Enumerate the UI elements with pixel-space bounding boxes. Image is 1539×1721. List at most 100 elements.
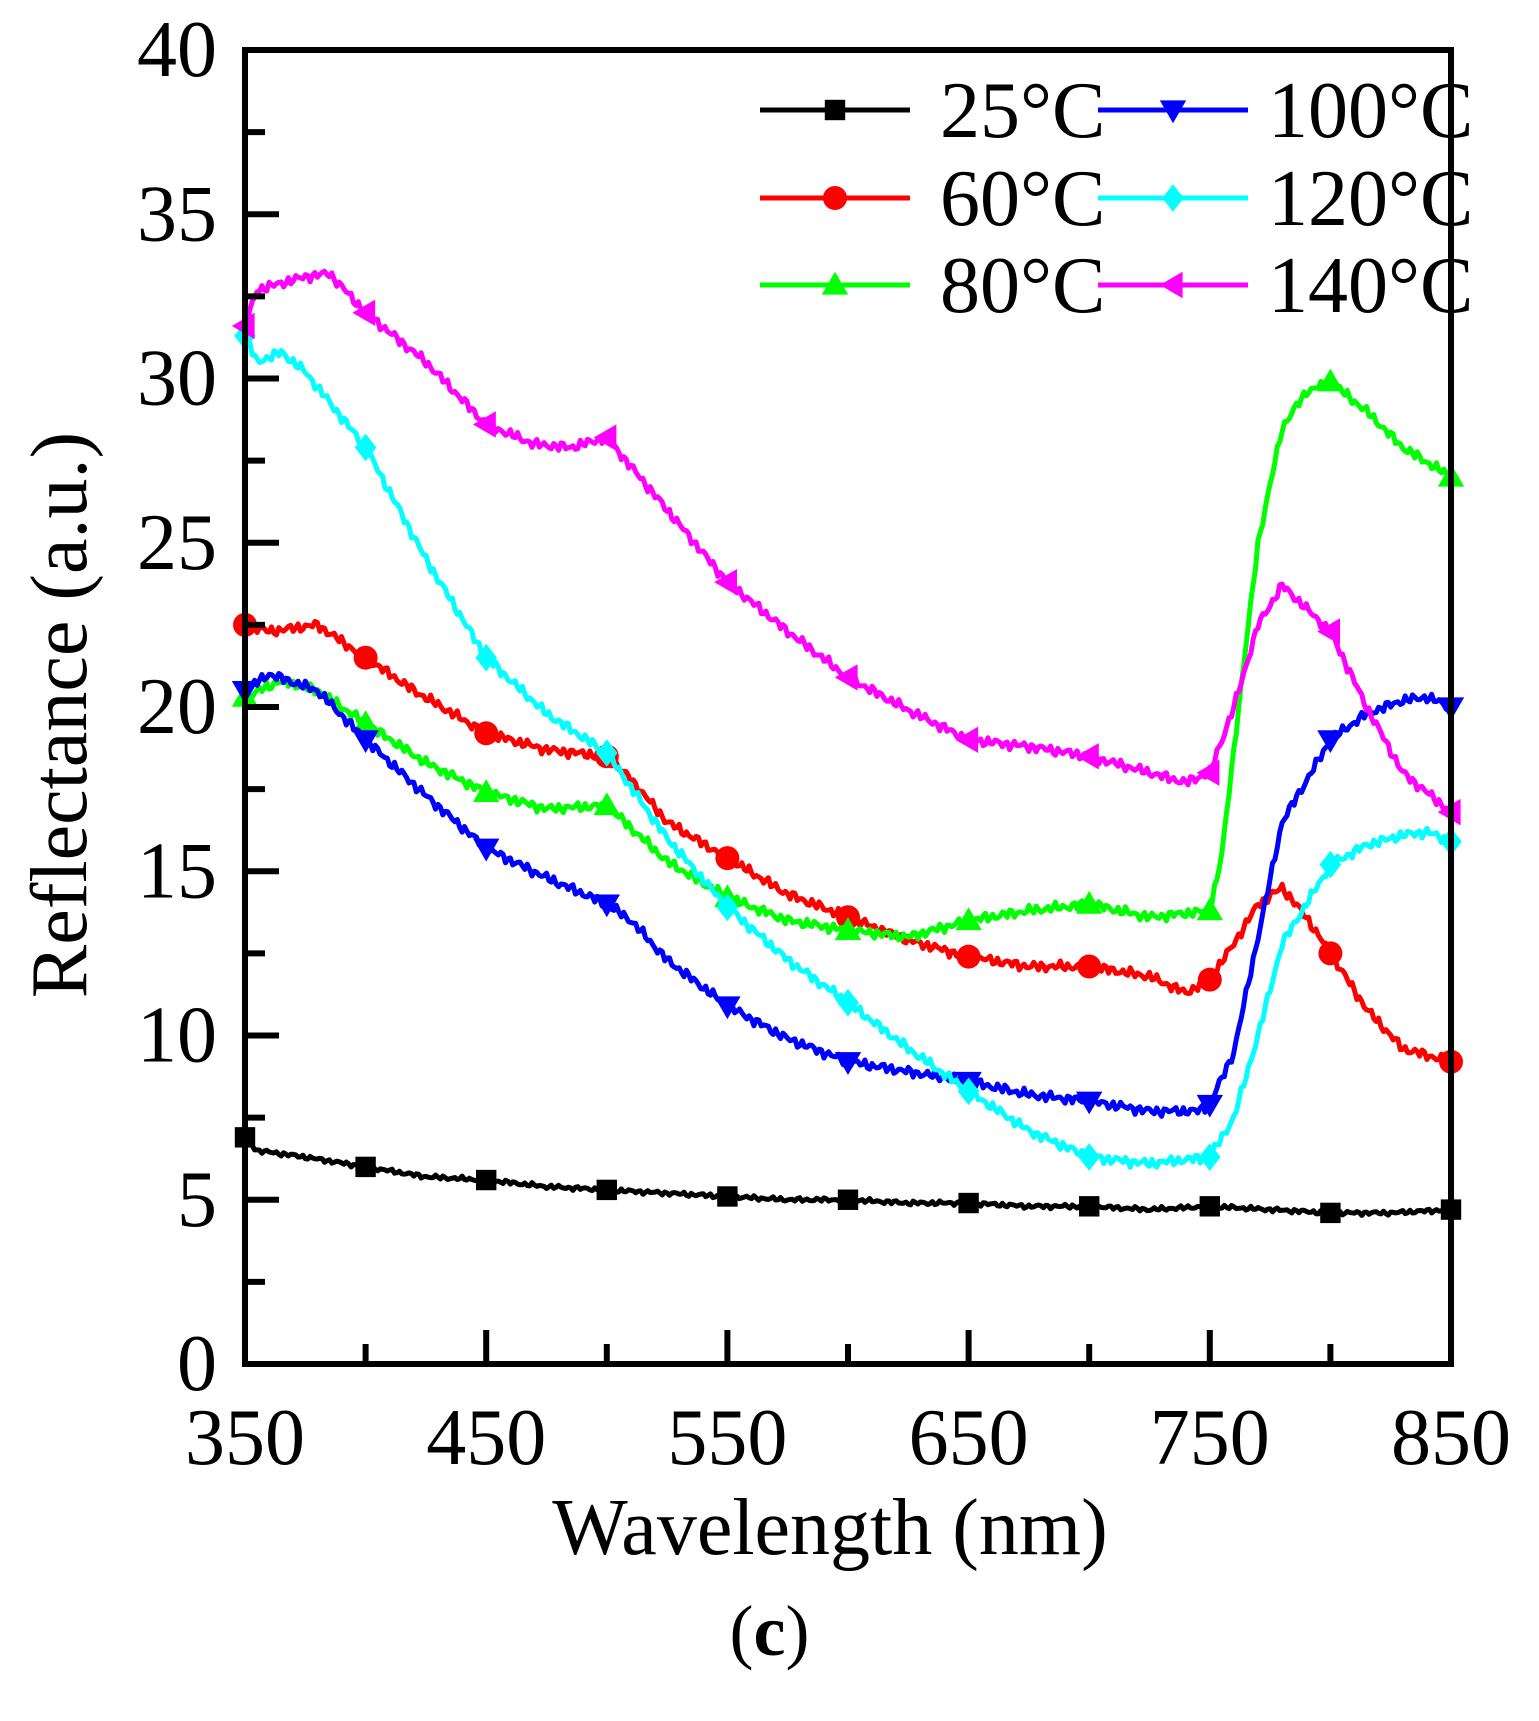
- marker-square: [824, 99, 846, 121]
- marker-diamond: [1162, 184, 1184, 212]
- marker-square: [1320, 1202, 1341, 1224]
- marker-triangle-down: [834, 1052, 862, 1075]
- marker-triangle-up: [1196, 897, 1223, 921]
- marker-circle: [1197, 967, 1222, 992]
- marker-diamond: [354, 433, 377, 462]
- panel-label-close: ): [785, 1591, 810, 1671]
- marker-diamond: [1199, 1143, 1221, 1171]
- x-axis-label: Wavelength (nm): [552, 1484, 1108, 1572]
- marker-square: [958, 1192, 979, 1214]
- marker-triangle-down: [1159, 100, 1187, 124]
- marker-square: [837, 1189, 859, 1210]
- legend-entry: 60°C: [760, 155, 1105, 243]
- y-tick-label: 20: [137, 663, 217, 751]
- legend-entry: 25°C: [760, 67, 1105, 155]
- legend-entry: 120°C: [1098, 155, 1473, 243]
- marker-triangle-up: [593, 792, 620, 816]
- marker-square: [1199, 1196, 1220, 1217]
- marker-circle: [353, 645, 378, 670]
- marker-triangle-down: [352, 730, 379, 754]
- marker-triangle-left: [834, 664, 858, 691]
- marker-circle: [474, 721, 499, 746]
- legend-label: 25°C: [940, 67, 1105, 155]
- series-line: [243, 268, 1452, 813]
- marker-triangle-down: [1196, 1094, 1223, 1118]
- panel-label: (c): [0, 1590, 1539, 1673]
- series-line: [242, 378, 1453, 943]
- marker-diamond: [1319, 850, 1342, 879]
- legend-entry: 100°C: [1098, 67, 1473, 155]
- x-tick-label: 850: [1391, 1394, 1511, 1482]
- legend-label: 140°C: [1268, 242, 1473, 330]
- legend-label: 60°C: [940, 155, 1105, 243]
- y-tick-label: 35: [137, 170, 217, 258]
- marker-triangle-left: [955, 726, 979, 754]
- marker-triangle-up: [352, 710, 379, 734]
- y-tick-label: 5: [177, 1156, 217, 1244]
- y-tick-label: 10: [137, 992, 217, 1080]
- marker-triangle-left: [1159, 271, 1183, 299]
- series-6: [231, 268, 1461, 826]
- marker-square: [1079, 1196, 1100, 1217]
- marker-square: [355, 1156, 376, 1178]
- axes-layer: 350 450 550 650 750 850 0 5 10 15 20 25 30 35 40: [137, 6, 1511, 1482]
- marker-triangle-left: [352, 299, 376, 326]
- panel-label-letter: c: [753, 1591, 786, 1671]
- series-line: [244, 336, 1454, 1170]
- marker-triangle-down: [593, 894, 620, 918]
- marker-circle: [956, 944, 981, 969]
- series-1: [234, 1127, 1462, 1224]
- x-tick-label: 550: [667, 1394, 787, 1482]
- marker-diamond: [475, 643, 497, 672]
- marker-triangle-left: [1317, 618, 1340, 645]
- legend-label: 80°C: [940, 242, 1105, 330]
- marker-diamond: [837, 988, 859, 1017]
- x-tick-label: 750: [1150, 1394, 1270, 1482]
- marker-triangle-up: [473, 779, 500, 803]
- marker-triangle-left: [1196, 759, 1220, 786]
- x-tick-label: 350: [185, 1394, 305, 1482]
- marker-triangle-left: [714, 568, 737, 596]
- marker-triangle-down: [473, 838, 500, 862]
- y-tick-label: 0: [177, 1320, 217, 1408]
- marker-diamond: [957, 1077, 980, 1106]
- marker-triangle-down: [1076, 1091, 1103, 1115]
- legend-entry: 140°C: [1098, 242, 1473, 330]
- marker-circle: [1077, 954, 1102, 979]
- series-layer: [231, 268, 1465, 1224]
- series-4: [231, 671, 1465, 1119]
- marker-triangle-up: [821, 271, 849, 295]
- marker-triangle-left: [593, 424, 617, 451]
- marker-square: [476, 1169, 497, 1191]
- y-tick-label: 30: [137, 335, 217, 423]
- marker-square: [596, 1179, 617, 1201]
- marker-triangle-up: [1317, 368, 1344, 392]
- marker-triangle-left: [473, 411, 496, 438]
- legend-label: 120°C: [1268, 155, 1473, 243]
- marker-triangle-left: [1076, 743, 1099, 770]
- marker-diamond: [716, 893, 739, 922]
- marker-circle: [823, 186, 847, 210]
- x-tick-label: 650: [909, 1394, 1029, 1482]
- panel-label-open: (: [729, 1591, 754, 1671]
- y-tick-label: 40: [137, 6, 217, 94]
- marker-square: [717, 1186, 738, 1207]
- marker-triangle-down: [1317, 730, 1344, 754]
- marker-triangle-up: [834, 917, 862, 940]
- marker-circle: [1318, 941, 1343, 966]
- y-tick-label: 25: [137, 499, 217, 587]
- marker-triangle-up: [1076, 890, 1103, 914]
- legend-entry: 80°C: [760, 242, 1105, 330]
- marker-triangle-down: [714, 996, 741, 1020]
- y-axis-label: Reflectance (a.u.): [16, 432, 104, 998]
- marker-diamond: [596, 739, 618, 767]
- marker-diamond: [1078, 1143, 1100, 1171]
- x-tick-label: 450: [426, 1394, 546, 1482]
- legend-label: 100°C: [1268, 67, 1473, 155]
- marker-circle: [715, 846, 740, 871]
- series-3: [231, 368, 1465, 943]
- y-tick-label: 15: [137, 827, 217, 915]
- marker-triangle-up: [955, 907, 982, 931]
